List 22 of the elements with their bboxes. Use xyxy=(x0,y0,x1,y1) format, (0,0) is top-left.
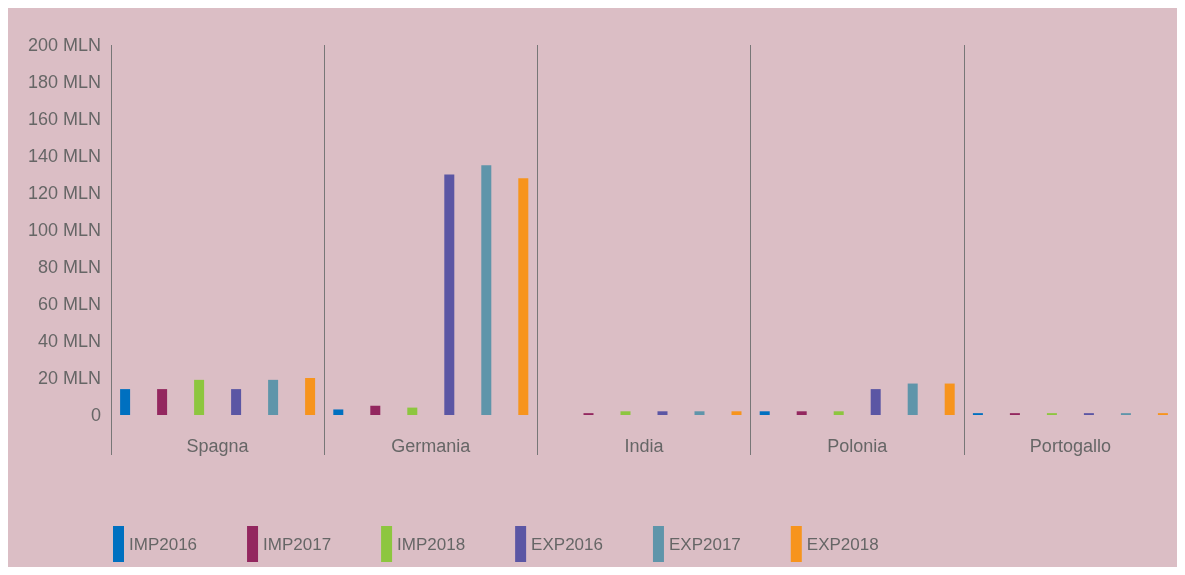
y-tick-label: 0 xyxy=(90,405,101,425)
y-tick-label: 160 MLN xyxy=(27,109,101,129)
y-tick-label: 60 MLN xyxy=(37,294,101,314)
legend-label: EXP2016 xyxy=(531,534,603,554)
legend-label: EXP2017 xyxy=(668,534,741,554)
y-tick-label: 40 MLN xyxy=(37,331,101,351)
x-tick-label: Portogallo xyxy=(1029,436,1111,456)
x-tick-label: India xyxy=(624,436,665,456)
y-tick-label: 200 MLN xyxy=(27,35,101,55)
x-tick-label: Spagna xyxy=(186,436,250,456)
legend-label: EXP2018 xyxy=(806,534,879,554)
x-tick-label: Polonia xyxy=(827,436,889,456)
legend-label: IMP2016 xyxy=(129,534,198,554)
y-tick-label: 80 MLN xyxy=(37,257,101,277)
y-tick-label: 140 MLN xyxy=(27,146,101,166)
y-tick-label: 20 MLN xyxy=(37,368,101,388)
y-tick-label: 180 MLN xyxy=(27,72,101,92)
y-tick-label: 120 MLN xyxy=(27,183,101,203)
x-tick-label: Germania xyxy=(391,436,472,456)
legend-label: IMP2018 xyxy=(397,534,466,554)
legend-label: IMP2017 xyxy=(263,534,332,554)
y-tick-label: 100 MLN xyxy=(27,220,101,240)
